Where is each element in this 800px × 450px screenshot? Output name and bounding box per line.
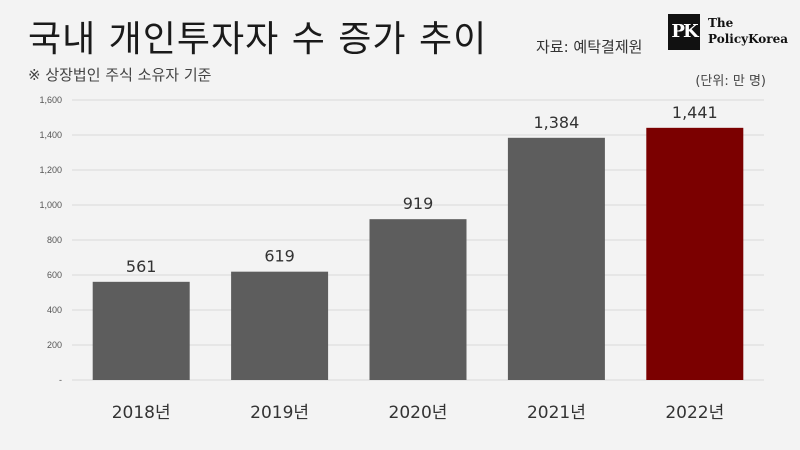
y-tick-label: 1,400 xyxy=(39,130,62,140)
pk-logo-icon: PK xyxy=(668,14,700,50)
data-label: 919 xyxy=(403,194,434,213)
x-tick-label: 2020년 xyxy=(389,403,448,423)
unit-label: (단위: 만 명) xyxy=(695,74,766,89)
y-tick-label: 200 xyxy=(47,340,62,350)
data-label: 1,441 xyxy=(672,103,718,122)
y-tick-label: 800 xyxy=(47,235,62,245)
bar xyxy=(92,281,190,380)
y-tick-label: 400 xyxy=(47,305,62,315)
bar xyxy=(646,127,744,380)
data-label: 619 xyxy=(264,247,295,266)
y-tick-label: 600 xyxy=(47,270,62,280)
y-tick-label: - xyxy=(59,375,62,385)
chart-title: 국내 개인투자자 수 증가 추이 xyxy=(28,19,488,60)
bar xyxy=(231,271,329,380)
source-note: 자료: 예탁결제원 xyxy=(536,38,643,56)
x-tick-label: 2019년 xyxy=(250,403,309,423)
logo-text-policykorea: PolicyKorea xyxy=(708,32,789,46)
y-tick-label: 1,200 xyxy=(39,165,62,175)
logo-text-the: The xyxy=(708,16,734,30)
chart-subtitle: ※ 상장법인 주식 소유자 기준 xyxy=(28,66,212,84)
y-tick-label: 1,600 xyxy=(39,95,62,105)
x-tick-label: 2018년 xyxy=(112,403,171,423)
x-tick-label: 2022년 xyxy=(665,403,724,423)
bar xyxy=(369,219,467,380)
policykorea-logo: PK The PolicyKorea xyxy=(668,14,790,54)
x-tick-label: 2021년 xyxy=(527,403,586,423)
bar xyxy=(507,137,605,380)
y-tick-label: 1,000 xyxy=(39,200,62,210)
data-label: 561 xyxy=(126,257,157,276)
data-label: 1,384 xyxy=(533,113,579,132)
